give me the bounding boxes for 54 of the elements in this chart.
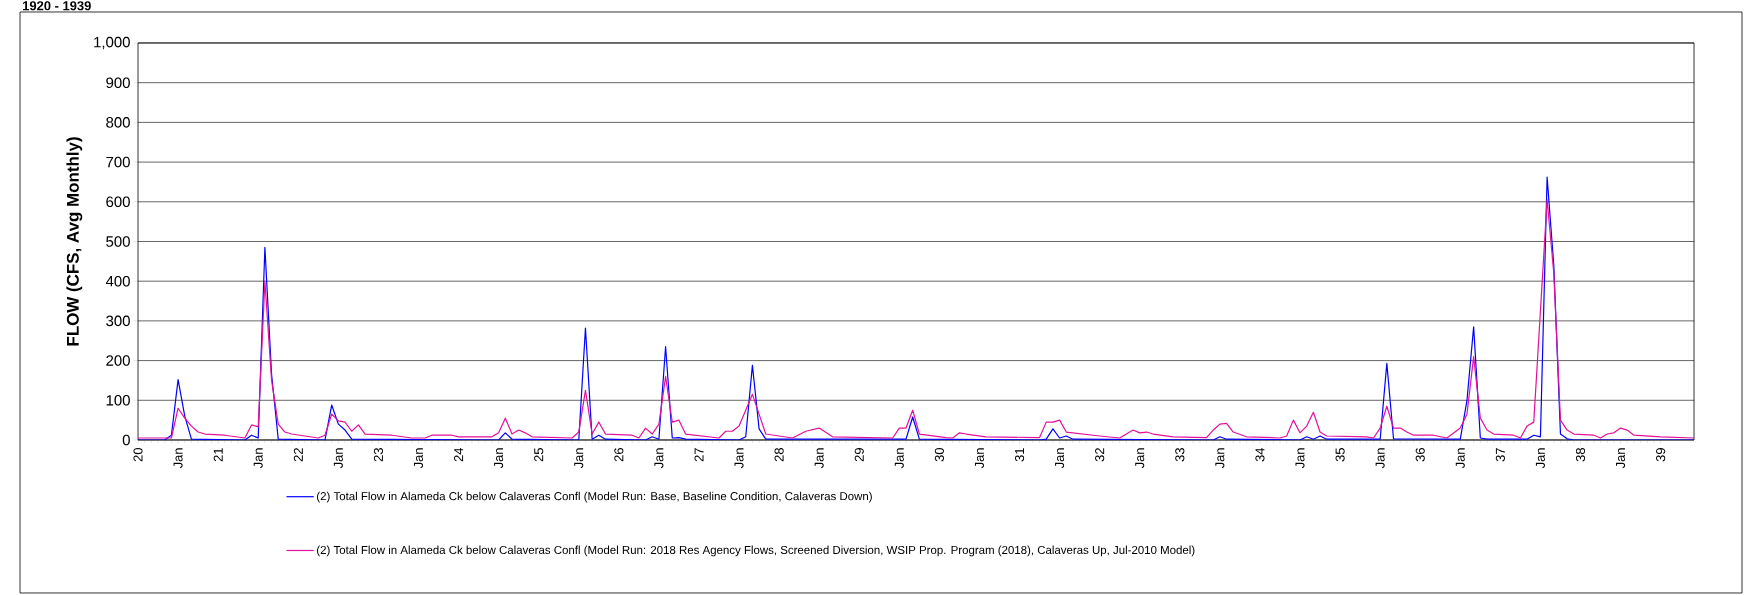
y-tick-label: 500 (106, 236, 130, 247)
x-tick-label: 26 (614, 448, 624, 462)
x-tick-label: Jan (1616, 448, 1626, 469)
x-tick-label: Jan (1295, 448, 1305, 469)
x-tick-label: 25 (534, 448, 544, 462)
x-tick-label: Jan (333, 448, 343, 469)
y-tick-label: 900 (106, 77, 130, 88)
x-tick-label: Jan (494, 448, 504, 469)
x-tick-label: Jan (1375, 448, 1385, 469)
x-tick-label: Jan (814, 448, 824, 469)
x-tick-label: Jan (894, 448, 904, 469)
y-tick-label: 1,000 (94, 36, 130, 50)
x-tick-label: 38 (1575, 448, 1586, 462)
x-tick-label: Jan (734, 448, 744, 469)
x-tick-label: 35 (1335, 448, 1345, 462)
x-tick-label: 22 (293, 448, 303, 462)
x-tick-label: 27 (694, 448, 704, 462)
x-tick-label: 30 (934, 448, 944, 462)
x-tick-label: 36 (1415, 448, 1425, 462)
x-tick-label: Jan (574, 448, 584, 469)
y-tick-label: 300 (106, 315, 130, 327)
y-tick-label: 700 (106, 156, 130, 168)
x-tick-label: 24 (454, 447, 464, 462)
text: 1920 - 1939 (23, 1, 91, 11)
x-tick-label: 33 (1175, 448, 1185, 462)
x-tick-label: 28 (774, 448, 784, 462)
x-tick-label: 20 (133, 448, 143, 462)
y-tick-label: 100 (106, 394, 130, 406)
x-tick-label: 21 (213, 448, 223, 462)
x-tick-label: Jan (1535, 448, 1545, 469)
x-tick-label: 37 (1495, 448, 1505, 462)
x-tick-label: Jan (974, 448, 984, 469)
legend-label: (2) Total Flow in Alameda Ck below Calaveras Confl (Model Run: Base, Baseline Condition, Calaveras Down) (317, 491, 872, 503)
x-tick-label: 23 (373, 448, 384, 462)
x-tick-label: Jan (1055, 448, 1065, 469)
x-tick-label: 31 (1014, 448, 1025, 462)
y-tick-label: 200 (106, 355, 130, 366)
y-tick-label: 0 (122, 434, 130, 446)
legend-label: (2) Total Flow in Alameda Ck below Calaveras Confl (Model Run: 2018 Res Agency Flows, Screened Diversion, WSIP Prop. Program (2018), Calaveras Up, Jul-2010 Model) (317, 545, 1195, 557)
x-tick-label: Jan (413, 448, 424, 469)
y-tick-label: 600 (106, 196, 130, 208)
x-tick-label: Jan (1455, 448, 1465, 469)
y-tick-label: 800 (106, 117, 130, 128)
x-tick-label: 34 (1255, 447, 1265, 462)
x-tick-label: Jan (1215, 448, 1225, 469)
y-axis-title: FLOW (CFS, Avg Monthly) (66, 137, 83, 346)
x-tick-label: 32 (1095, 448, 1105, 462)
x-tick-label: 39 (1656, 448, 1666, 462)
x-tick-label: Jan (253, 448, 263, 469)
x-tick-label: Jan (654, 448, 664, 469)
x-tick-label: 29 (854, 448, 864, 462)
y-tick-label: 400 (105, 275, 130, 287)
x-tick-label: Jan (173, 448, 183, 469)
x-tick-label: Jan (1135, 448, 1145, 469)
